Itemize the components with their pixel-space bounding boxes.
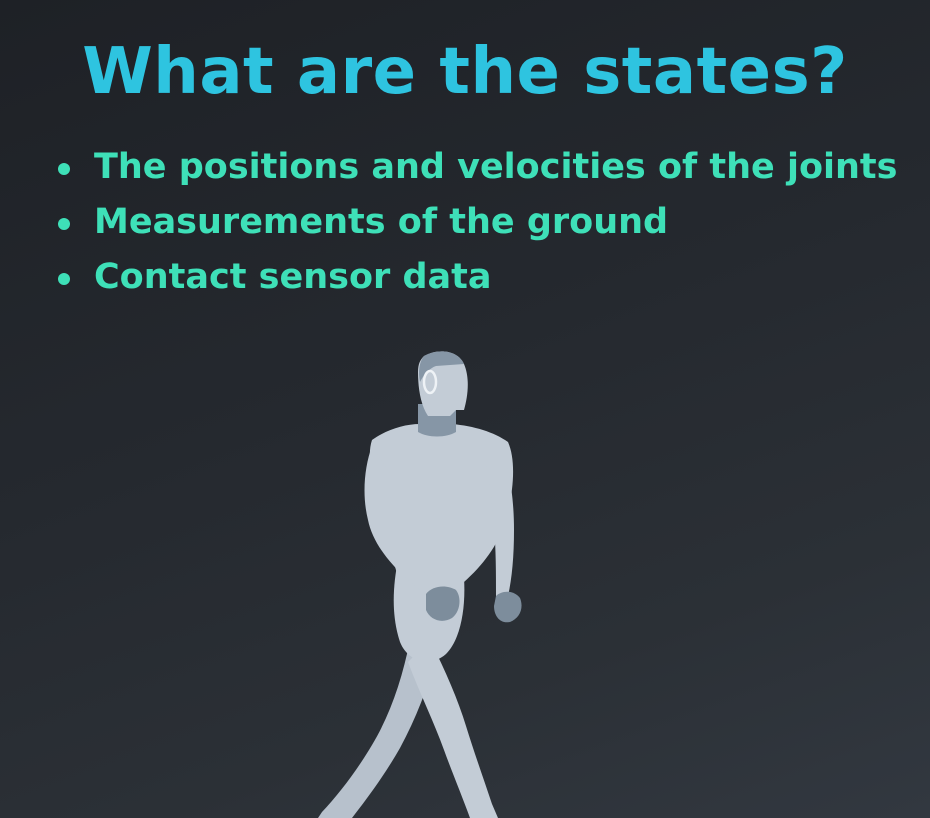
bullet-dot: [58, 273, 70, 285]
bullet-item-joints: The positions and velocities of the join…: [52, 140, 898, 195]
robot-right-hand: [494, 591, 522, 623]
robot-head-cap: [419, 351, 464, 382]
bullet-dot: [58, 163, 70, 175]
bullet-item-ground: Measurements of the ground: [52, 195, 898, 250]
walking-humanoid-robot-icon: [318, 351, 522, 818]
robot-ear-sensor: [422, 369, 438, 395]
robot-left-hand: [426, 586, 460, 621]
bullet-item-contact: Contact sensor data: [52, 250, 898, 305]
bullet-text: The positions and velocities of the join…: [94, 147, 898, 187]
bullet-text: Measurements of the ground: [94, 202, 669, 242]
robot-front-leg: [408, 640, 498, 818]
slide-title: What are the states?: [82, 35, 848, 109]
robot-torso: [369, 424, 514, 582]
bullet-dot: [58, 218, 70, 230]
robot-back-leg: [318, 640, 436, 818]
robot-right-arm: [484, 444, 514, 596]
robot-left-arm: [364, 446, 438, 598]
bullet-text: Contact sensor data: [94, 257, 492, 297]
bullet-list: The positions and velocities of the join…: [52, 140, 898, 305]
